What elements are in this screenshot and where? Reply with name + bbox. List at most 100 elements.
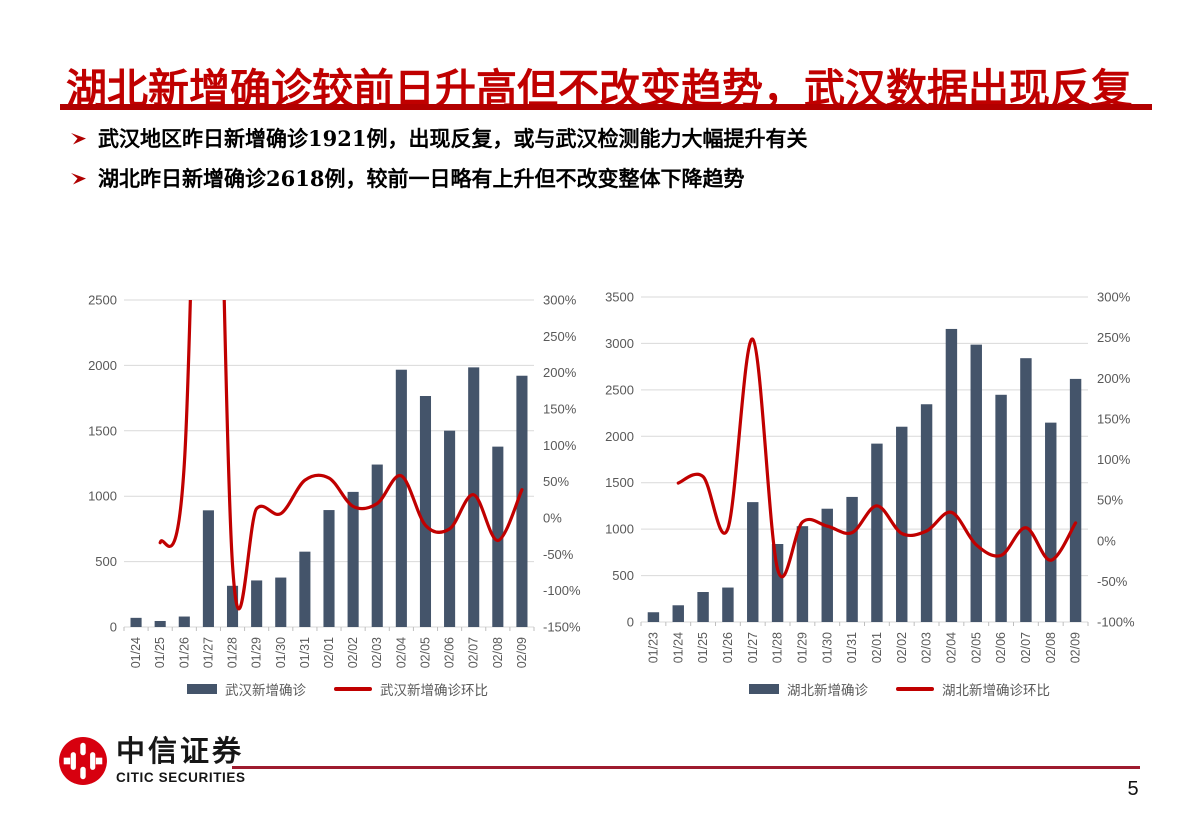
bullet-text: 武汉地区昨日新增确诊1921例，出现反复，或与武汉检测能力大幅提升有关 [98,126,808,151]
x-axis-label: 01/24 [129,637,143,668]
x-axis-label: 02/08 [1044,632,1058,663]
bar [970,344,982,622]
x-axis-label: 01/31 [298,637,312,668]
trend-line [158,300,524,611]
citic-logo: 中信证券 CITIC SECURITIES [58,736,246,786]
y-axis-label-left: 1500 [605,475,634,490]
y-axis-label-right: 100% [1097,452,1131,467]
bar [1069,378,1082,622]
bar [747,502,759,622]
x-axis-label: 02/05 [418,637,432,668]
bar [1020,358,1032,622]
line-series-swatch [334,687,372,691]
bar [492,446,504,627]
bar [202,510,214,627]
bar [130,617,142,627]
bar [251,580,263,627]
x-axis-label: 02/01 [322,637,336,668]
x-axis-label: 01/31 [845,632,859,663]
bar [419,396,432,627]
y-axis-label-right: 300% [1097,290,1131,305]
legend-label: 武汉新增确诊 [225,683,306,698]
y-axis-label-left: 2000 [88,358,117,373]
y-axis-label-left: 500 [612,568,634,583]
legend-label: 湖北新增确诊 [787,683,868,698]
brand-name-cn: 中信证券 [116,736,245,768]
bar [771,544,784,622]
y-axis-label-left: 2000 [605,429,634,444]
bar [647,612,660,622]
y-axis-label-right: 300% [543,293,577,308]
y-axis-label-right: -100% [1097,615,1135,630]
bullet-arrow-icon [70,171,87,186]
bar [722,587,734,622]
chart-legend: 武汉新增确诊 武汉新增确诊环比 [85,679,590,699]
legend-label: 武汉新增确诊环比 [380,683,488,698]
x-axis-label: 01/28 [771,632,785,663]
y-axis-label-left: 0 [627,615,634,630]
x-axis-label: 02/03 [370,637,384,668]
bullet-item: 武汉地区昨日新增确诊1921例，出现反复，或与武汉检测能力大幅提升有关 [70,118,807,158]
x-axis-label: 01/23 [646,632,660,663]
line-series-swatch [896,687,934,691]
legend-item: 武汉新增确诊 [187,679,306,699]
x-axis-label: 02/05 [969,632,983,663]
y-axis-label-left: 2500 [88,293,117,308]
bar [275,577,287,627]
y-axis-label-right: 0% [543,511,562,526]
y-axis-label-right: -50% [1097,574,1128,589]
y-axis-label-left: 3000 [605,336,634,351]
bar [299,551,311,627]
bar [871,443,883,622]
y-axis-label-left: 500 [95,554,117,569]
wuhan-new-cases-chart: 0 500 1000 1500 2000 2500 300% 250% 200% 150% 100%… [85,285,590,703]
x-axis-label: 02/02 [346,637,360,668]
y-axis-label-right: -150% [543,620,581,635]
bar [1045,422,1057,622]
x-axis-label: 01/29 [795,632,809,663]
x-axis-label: 02/08 [491,637,505,668]
y-axis-label-right: 50% [1097,493,1123,508]
x-axis-label: 02/09 [515,637,529,668]
x-axis-label: 02/01 [870,632,884,663]
bar [154,620,166,627]
y-axis-label-left: 3500 [605,290,634,305]
y-axis-label-left: 2500 [605,382,634,397]
x-axis-label: 01/27 [201,637,215,668]
bar [945,328,958,622]
page-number: 5 [1127,778,1139,800]
x-axis-label: 01/25 [696,632,710,663]
bullet-text: 湖北昨日新增确诊2618例，较前一日略有上升但不改变整体下降趋势 [98,166,745,191]
bullet-item: 湖北昨日新增确诊2618例，较前一日略有上升但不改变整体下降趋势 [70,158,807,198]
bar [468,367,480,627]
y-axis-label-right: 250% [543,329,577,344]
x-axis-label: 02/02 [895,632,909,663]
y-axis-label-right: 250% [1097,330,1131,345]
x-axis-label: 02/03 [920,632,934,663]
y-axis-label-right: 200% [543,365,577,380]
y-axis-label-right: 50% [543,474,569,489]
bar [395,369,407,627]
footer-rule [232,766,1140,769]
bar [821,508,833,622]
x-axis-label: 02/06 [994,632,1008,663]
bar [697,592,709,622]
y-axis-label-right: 0% [1097,533,1116,548]
bar [672,605,684,622]
legend-item: 湖北新增确诊 [749,679,868,699]
bar-series-swatch [749,684,779,694]
x-axis-label: 01/24 [671,632,685,663]
bar [371,464,383,627]
hubei-new-cases-chart: 0 500 1000 1500 2000 2500 3000 3500 300% 250% 200%… [602,283,1142,703]
bullet-list: 武汉地区昨日新增确诊1921例，出现反复，或与武汉检测能力大幅提升有关 湖北昨日… [70,118,807,198]
chart-canvas: 0 500 1000 1500 2000 2500 300% 250% 200% 150% 100%… [88,293,581,669]
bar [920,404,933,622]
bar [347,491,359,627]
legend-item: 武汉新增确诊环比 [334,679,488,699]
legend-label: 湖北新增确诊环比 [942,683,1050,698]
x-axis-label: 01/27 [746,632,760,663]
x-axis-label: 02/07 [467,637,481,668]
y-axis-label-right: 100% [543,438,577,453]
y-axis-label-left: 0 [110,620,117,635]
bar [178,616,190,627]
